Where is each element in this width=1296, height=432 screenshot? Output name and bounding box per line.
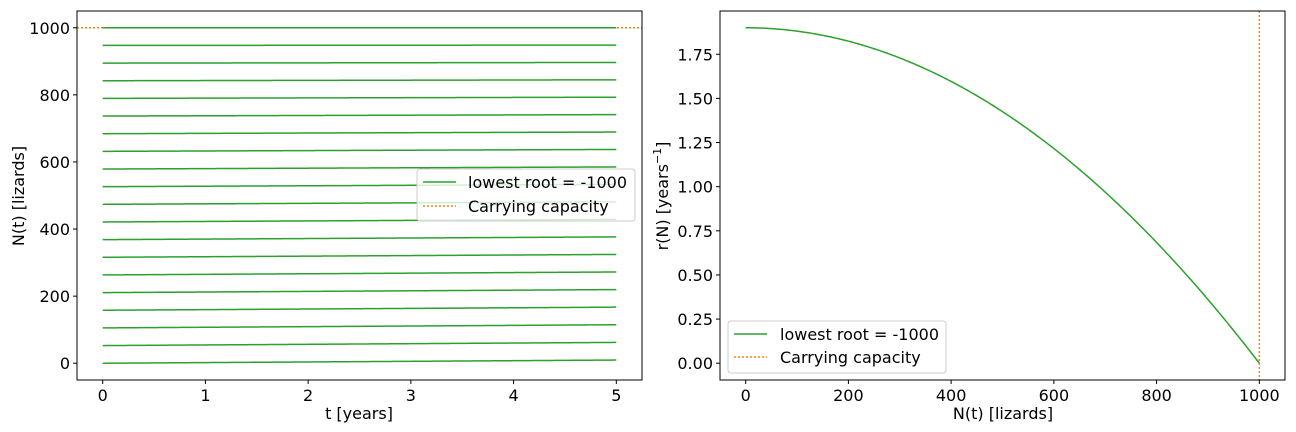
left-trajectory-line [102,236,617,241]
right-x-tick-label: 200 [833,386,864,405]
left-y-tick-label: 800 [39,86,70,105]
left-trajectory-line [102,253,617,259]
right-x-tick-label: 800 [1141,386,1172,405]
right-axes-frame [719,10,1286,381]
left-x-tick-label: 1 [200,386,210,405]
left-x-ticks: 0 1 2 3 4 5 [98,380,621,405]
left-legend-capacity-label: Carrying capacity [468,197,609,216]
left-axes-frame [76,10,643,381]
right-x-tick-label: 400 [936,386,967,405]
right-y-axis-label: r(N) [years−1] [651,142,672,251]
left-trajectory-line [102,166,617,170]
left-x-tick-label: 0 [98,386,108,405]
left-trajectory-line [102,324,617,329]
left-y-tick-label: 0 [60,354,70,373]
right-plot-lines [745,11,1261,380]
left-trajectory-line [102,79,617,82]
right-y-tick-label: 0.75 [677,222,713,241]
right-y-axis-label-end: ] [653,142,672,148]
left-y-tick-label: 200 [39,287,70,306]
left-trajectory-line [102,271,617,276]
right-legend-model-label: lowest root = -1000 [780,325,939,344]
right-x-axis-label: N(t) [lizards] [953,404,1053,423]
left-trajectory-line [102,341,617,347]
right-legend-box [727,320,947,374]
left-trajectory-line [102,61,617,64]
left-trajectory-line [102,113,617,117]
right-y-tick-label: 0.25 [677,310,713,329]
left-trajectory-line [102,96,617,100]
right-growth-rate-line [745,27,1260,364]
left-y-tick-label: 400 [39,220,70,239]
right-y-axis-label-superscript: −1 [651,148,664,164]
right-chart: 0 200 400 600 800 1000 0.00 0.25 0.50 0.75 1.00 1.… [651,10,1286,423]
left-y-tick-label: 1000 [29,19,70,38]
right-y-axis-label-main: r(N) [years [653,164,672,250]
right-x-tick-label: 1000 [1239,386,1280,405]
right-y-tick-label: 1.75 [677,45,713,64]
left-chart: 0 1 2 3 4 5 0 200 400 600 800 1000 t [years] N(t) … [9,10,643,423]
left-trajectory-line [102,306,617,312]
right-y-ticks: 0.00 0.25 0.50 0.75 1.00 1.25 1.50 1.75 [677,45,720,373]
left-x-axis-label: t [years] [325,404,393,423]
left-y-tick-label: 600 [39,153,70,172]
left-x-tick-label: 2 [303,386,313,405]
left-x-tick-label: 5 [611,386,621,405]
right-x-tick-label: 0 [741,386,751,405]
right-legend: lowest root = -1000 Carrying capacity [727,320,947,374]
right-y-tick-label: 1.25 [677,134,713,153]
left-legend-box [416,168,636,222]
left-trajectory-line [102,148,617,153]
left-legend: lowest root = -1000 Carrying capacity [416,168,636,222]
left-legend-model-label: lowest root = -1000 [468,173,627,192]
left-trajectory-line [102,131,617,135]
left-plot-lines [77,27,642,364]
left-y-ticks: 0 200 400 600 800 1000 [29,19,77,373]
right-y-tick-label: 1.50 [677,89,713,108]
right-x-ticks: 0 200 400 600 800 1000 [741,380,1280,405]
right-x-tick-label: 600 [1039,386,1070,405]
left-trajectory-line [102,288,617,294]
right-y-tick-label: 1.00 [677,178,713,197]
right-y-tick-label: 0.00 [677,354,713,373]
left-x-tick-label: 4 [508,386,518,405]
right-legend-capacity-label: Carrying capacity [780,348,921,367]
left-x-tick-label: 3 [406,386,416,405]
left-y-axis-label: N(t) [lizards] [9,146,28,246]
left-trajectory-line [102,359,617,364]
right-y-tick-label: 0.50 [677,266,713,285]
